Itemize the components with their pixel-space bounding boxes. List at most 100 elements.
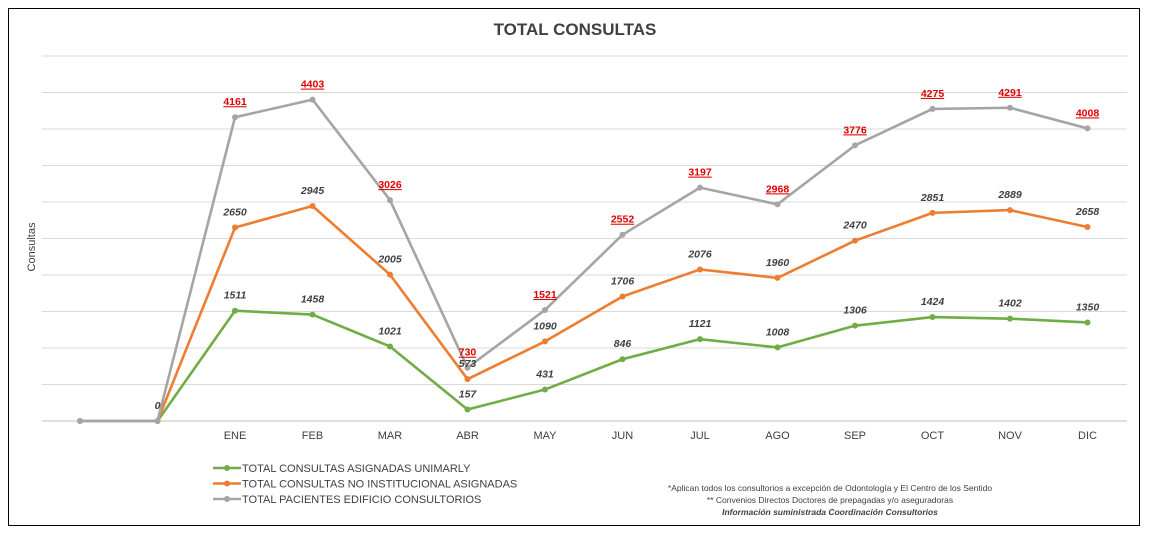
footnote-1: *Aplican todos los consultorios a excepc… — [668, 483, 992, 493]
data-label: 1090 — [533, 320, 557, 332]
data-label: 2650 — [222, 207, 247, 219]
series-lines — [77, 96, 1091, 424]
x-tick-label: SEP — [844, 430, 866, 442]
data-point — [232, 114, 238, 121]
data-label: 1350 — [1076, 301, 1100, 313]
data-point — [852, 142, 858, 149]
data-label: 157 — [459, 389, 478, 401]
data-point — [387, 271, 393, 278]
data-labels: 0 1511 1458 1021 157 431 846 1121 1008 1306 1424 14… — [155, 79, 1100, 412]
data-point — [697, 336, 703, 343]
data-point — [387, 343, 393, 350]
data-label: 4403 — [301, 79, 325, 91]
data-label: 2005 — [377, 254, 402, 266]
data-point — [697, 184, 703, 191]
legend-marker — [224, 465, 230, 471]
x-tick-label: ENE — [224, 430, 247, 442]
data-label: 1121 — [689, 318, 712, 330]
data-label: 1008 — [766, 326, 790, 338]
footnote-3: Información suministrada Coordinación Co… — [722, 507, 938, 517]
data-point — [309, 203, 316, 210]
data-point — [619, 293, 626, 300]
data-point — [774, 274, 781, 281]
legend-entry: TOTAL CONSULTAS NO INSTITUCIONAL ASIGNAD… — [242, 479, 517, 491]
data-point — [542, 338, 548, 345]
data-point — [464, 364, 471, 371]
data-label: 2470 — [842, 220, 867, 232]
data-point — [929, 314, 936, 321]
data-label: 1960 — [766, 257, 790, 269]
data-point — [1084, 223, 1091, 230]
data-point — [1007, 207, 1013, 214]
data-label: 2851 — [920, 192, 945, 204]
data-label: 2552 — [611, 214, 635, 226]
data-label: 0 — [155, 400, 161, 412]
data-point — [774, 201, 781, 208]
x-tick-label: OCT — [921, 430, 945, 442]
legend-marker — [224, 480, 230, 487]
chart-frame: TOTAL CONSULTAS Consultas ENE FEB MAR ABR MA… — [8, 8, 1140, 526]
legend: TOTAL CONSULTAS ASIGNADAS UNIMARLY TOTAL … — [213, 463, 517, 506]
data-point — [619, 231, 626, 238]
data-label: 3197 — [688, 167, 712, 179]
gridlines — [42, 55, 1127, 422]
data-point — [232, 307, 238, 314]
data-point — [232, 224, 238, 231]
data-label: 1458 — [301, 294, 325, 306]
x-tick-label: FEB — [302, 430, 323, 442]
data-point — [1084, 319, 1091, 326]
data-label: 1021 — [378, 325, 402, 337]
data-label: 2076 — [687, 248, 712, 260]
data-label: 846 — [614, 338, 632, 350]
data-label: 2945 — [300, 185, 325, 197]
data-label: 1306 — [843, 305, 867, 317]
data-point — [1007, 315, 1013, 322]
data-label: 431 — [535, 369, 554, 381]
data-label: 1706 — [611, 275, 635, 287]
data-label: 1511 — [224, 290, 247, 302]
footnote-2: ** Convenios Directos Doctores de prepag… — [707, 495, 953, 505]
data-point — [929, 105, 936, 112]
legend-marker — [224, 496, 230, 502]
data-point — [619, 356, 626, 363]
data-label: 4161 — [223, 96, 247, 108]
data-point — [774, 344, 781, 351]
data-point — [697, 266, 703, 273]
data-label: 2658 — [1075, 206, 1100, 218]
line-chart: TOTAL CONSULTAS Consultas ENE FEB MAR ABR MA… — [26, 20, 1127, 517]
data-point — [852, 237, 858, 244]
data-point — [1084, 125, 1091, 132]
data-point — [309, 96, 316, 103]
data-label: 4008 — [1076, 107, 1100, 119]
data-label: 573 — [459, 358, 477, 370]
data-point — [154, 418, 161, 424]
x-tick-label: JUN — [612, 430, 633, 442]
data-point — [464, 376, 471, 383]
x-tick-label: MAY — [533, 430, 557, 442]
x-tick-label: JUL — [690, 430, 710, 442]
data-label: 1424 — [921, 296, 945, 308]
data-label: 730 — [459, 347, 477, 359]
y-axis-label: Consultas — [26, 222, 38, 271]
x-tick-label: AGO — [765, 430, 790, 442]
data-point — [387, 197, 393, 204]
x-tick-label: MAR — [378, 430, 403, 442]
data-label: 4275 — [921, 88, 945, 100]
series-line — [80, 98, 1088, 423]
x-tick-label: ABR — [456, 430, 479, 442]
data-point — [929, 209, 936, 216]
data-label: 1521 — [533, 289, 557, 301]
chart-title: TOTAL CONSULTAS — [494, 20, 657, 39]
data-label: 2968 — [766, 183, 790, 195]
data-point — [464, 406, 471, 413]
legend-entry: TOTAL CONSULTAS ASIGNADAS UNIMARLY — [242, 463, 471, 475]
data-point — [542, 386, 548, 393]
data-point — [77, 418, 83, 424]
data-label: 4291 — [998, 87, 1022, 99]
data-label: 1402 — [998, 298, 1022, 310]
data-point — [1007, 104, 1013, 111]
data-point — [542, 306, 548, 313]
footnotes: *Aplican todos los consultorios a excepc… — [668, 483, 992, 517]
data-point — [852, 322, 858, 329]
data-label: 3026 — [378, 179, 402, 191]
